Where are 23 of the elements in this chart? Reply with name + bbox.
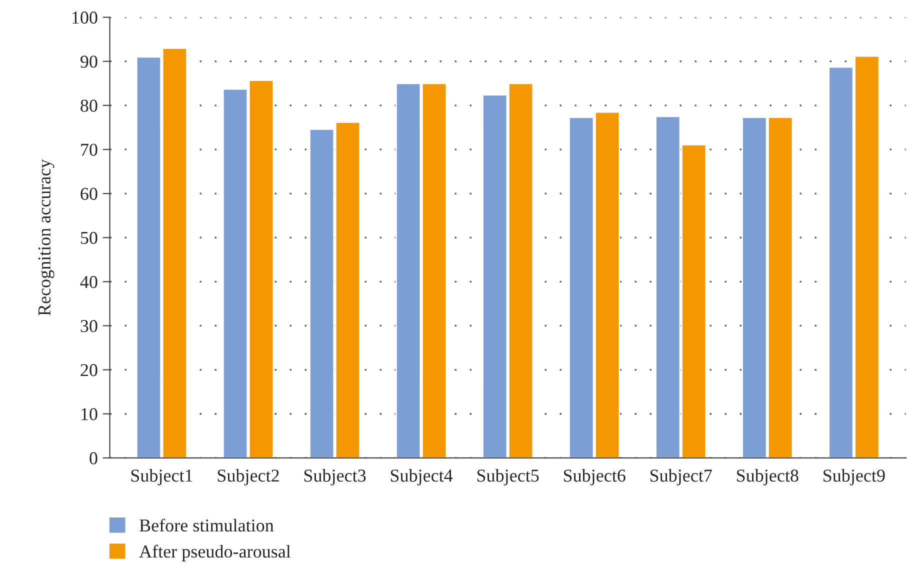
x-tick-label: Subject4 [390,469,453,486]
y-tick-label: 20 [80,364,98,376]
x-tick-label: Subject6 [564,469,626,486]
y-tick-label: 90 [80,56,98,68]
y-tick-label: 100 [72,12,98,24]
y-tick-label: 80 [80,100,98,112]
x-tick-label: Subject5 [477,469,539,486]
y-tick-label: 70 [81,144,98,156]
x-tick-label: Subject2 [218,469,279,486]
x-tick-label: Subject3 [304,469,366,486]
legend-label: After pseudo-arousal [139,544,291,562]
x-tick-label: Subject1 [131,469,192,486]
y-tick-label: 10 [82,408,98,420]
y-tick-label: 0 [90,452,98,464]
y-tick-label: 30 [80,320,98,332]
legend-label: Before stimulation [140,518,274,532]
y-tick-label: 60 [80,188,98,200]
y-axis-title: Recognition accuracy [38,159,54,316]
y-tick-label: 40 [80,276,98,288]
x-tick-label: Subject8 [737,469,798,486]
x-tick-label: Subject9 [824,469,885,486]
y-tick-label: 50 [80,232,98,244]
x-tick-label: Subject7 [650,469,712,486]
